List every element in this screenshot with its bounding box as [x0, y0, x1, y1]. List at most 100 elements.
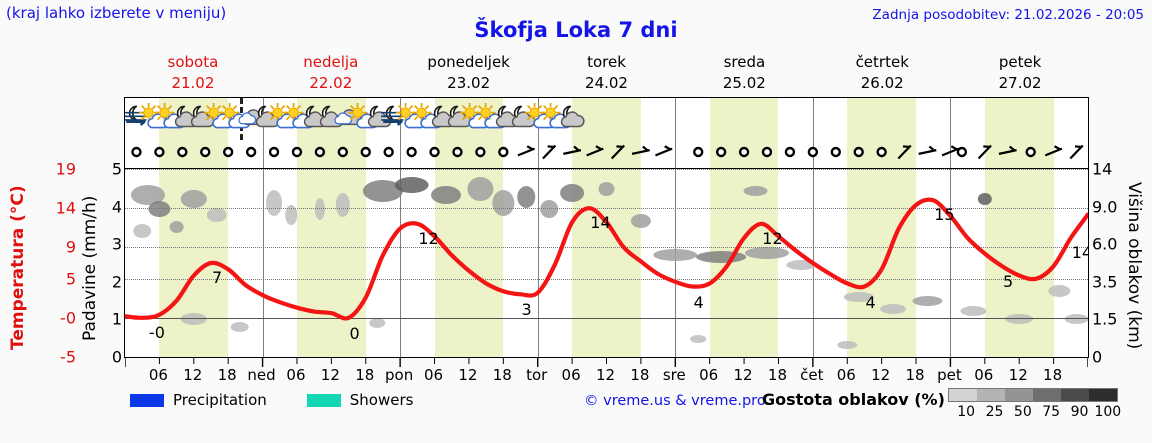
- hour-tick-label: 06: [286, 366, 306, 384]
- cloud-density-swatch: [1005, 389, 1033, 401]
- cloud-density-field: [130, 177, 1088, 349]
- cloud-height-axis-ticks: 14 9.0 6.0 3.5 1.5 0: [1092, 160, 1132, 367]
- hour-tick-label: 06: [974, 366, 994, 384]
- daylight-band: [572, 140, 641, 168]
- daylight-band: [296, 169, 366, 357]
- temperature-line: [125, 197, 1088, 321]
- temperature-min-label: 4: [865, 292, 876, 312]
- cloud-density-colorbar: [948, 388, 1118, 402]
- day-date: 22.02: [309, 74, 353, 92]
- day-column-sobota: sobota 21.02: [124, 52, 262, 96]
- cloud-density-tick-label: 100: [1094, 404, 1122, 420]
- day-name: četrtek: [855, 53, 909, 71]
- meteogram-plot[interactable]: -0 7 0 12 3 14 4 12 4 15 5 14: [124, 168, 1089, 358]
- day-separator: [537, 169, 539, 357]
- menu-note: (kraj lahko izberete v meniju): [6, 4, 227, 22]
- temperature-min-label: 0: [349, 323, 360, 343]
- day-name: sreda: [723, 53, 766, 71]
- cloud-density-swatch: [1061, 389, 1089, 401]
- temperature-axis-title: Temperatura (°C): [8, 185, 28, 351]
- temperature-min-label: 5: [1003, 272, 1014, 292]
- precipitation-tick: 5: [111, 159, 122, 179]
- sun-cloud-icon: [476, 103, 508, 133]
- temperature-min-label: -0: [148, 322, 165, 342]
- temperature-tick: -5: [60, 347, 76, 367]
- day-date: 25.02: [722, 74, 766, 92]
- precipitation-axis-ticks: 5 4 3 2 1 0: [100, 160, 122, 367]
- temperature-min-label: 3: [521, 300, 532, 320]
- day-tick-label: ned: [247, 366, 276, 384]
- daylight-band: [572, 169, 641, 357]
- daylight-band: [296, 140, 366, 168]
- cloud-density-legend-title: Gostota oblakov (%): [762, 390, 945, 409]
- day-separator: [537, 140, 539, 168]
- wind-barb-svg: [131, 144, 1084, 160]
- daylight-band: [709, 169, 779, 357]
- temperature-max-label: 12: [418, 228, 439, 248]
- cloud-density-tick-label: 25: [985, 404, 1004, 420]
- day-date: 26.02: [860, 74, 904, 92]
- cloud-height-tick: 9.0: [1092, 197, 1118, 217]
- day-column-cetrtek: četrtek 26.02: [813, 52, 951, 96]
- hour-tick-label: 18: [217, 366, 237, 384]
- hour-tick-label: 18: [355, 366, 375, 384]
- precipitation-tick: 0: [111, 347, 122, 367]
- hour-tick-label: 18: [630, 366, 650, 384]
- moon-fog-icon: [380, 103, 412, 133]
- hour-tick-label: 12: [183, 366, 203, 384]
- hour-tick-label: 06: [699, 366, 719, 384]
- daylight-band: [847, 169, 917, 357]
- temperature-axis-ticks: 19 14 9 5 -0 -5: [30, 160, 76, 367]
- day-name: ponedeljek: [427, 53, 510, 71]
- day-name: petek: [998, 53, 1042, 71]
- cloud-density-tick-label: 90: [1070, 404, 1089, 420]
- cloud-height-tick: 3.5: [1092, 272, 1118, 292]
- temperature-min-label: 4: [693, 292, 704, 312]
- hour-tick-label: 12: [733, 366, 753, 384]
- cloud-height-tick: 1.5: [1092, 309, 1118, 329]
- day-column-petek: petek 27.02: [951, 52, 1089, 96]
- temperature-max-label: 12: [762, 228, 783, 248]
- daylight-band: [984, 98, 1054, 140]
- precipitation-tick: 1: [111, 309, 122, 329]
- day-column-torek: torek 24.02: [538, 52, 676, 96]
- hour-axis-labels: 06 12 18 ned 06 12 18 pon 06 12 18 tor 06 12 18 sre 06 12…: [124, 366, 1089, 386]
- day-tick-label: pet: [937, 366, 962, 384]
- daylight-band: [847, 98, 917, 140]
- hour-tick-label: 18: [1043, 366, 1063, 384]
- hour-tick-label: 06: [836, 366, 856, 384]
- day-separator: [400, 140, 402, 168]
- precipitation-tick: 3: [111, 234, 122, 254]
- day-separator: [950, 140, 952, 168]
- grid-line: [125, 247, 1088, 249]
- temperature-max-label: 7: [211, 268, 223, 287]
- daylight-band: [709, 98, 779, 140]
- hour-tick-label: 12: [320, 366, 340, 384]
- day-column-nedelja: nedelja 22.02: [262, 52, 400, 96]
- temperature-tick: 19: [55, 159, 76, 179]
- day-separator: [950, 98, 952, 140]
- precipitation-tick: 4: [111, 197, 122, 217]
- hour-tick-label: 12: [1008, 366, 1028, 384]
- day-date: 27.02: [998, 74, 1042, 92]
- cloud-density-tick-label: 10: [957, 404, 976, 420]
- day-name: torek: [587, 53, 626, 71]
- temperature-tick: 9: [65, 237, 76, 257]
- day-separator: [262, 140, 264, 168]
- hour-tick-label: 06: [148, 366, 168, 384]
- hour-tick-label: 06: [561, 366, 581, 384]
- day-column-ponedeljek: ponedeljek 23.02: [400, 52, 538, 96]
- precipitation-tick: 2: [111, 272, 122, 292]
- day-name: nedelja: [303, 53, 359, 71]
- day-separator: [262, 169, 264, 357]
- copyright-link[interactable]: © vreme.us & vreme.pro: [584, 393, 766, 409]
- temperature-max-label: 14: [590, 213, 611, 233]
- temperature-tick: -0: [60, 308, 76, 328]
- weather-icon-band: [124, 97, 1089, 140]
- temperature-tick: 5: [65, 269, 76, 289]
- page-title: Škofja Loka 7 dni: [474, 18, 678, 42]
- cloud-density-swatch: [977, 389, 1005, 401]
- daylight-band: [434, 140, 504, 168]
- grid-line: [125, 208, 1088, 210]
- hour-tick-label: 12: [595, 366, 616, 384]
